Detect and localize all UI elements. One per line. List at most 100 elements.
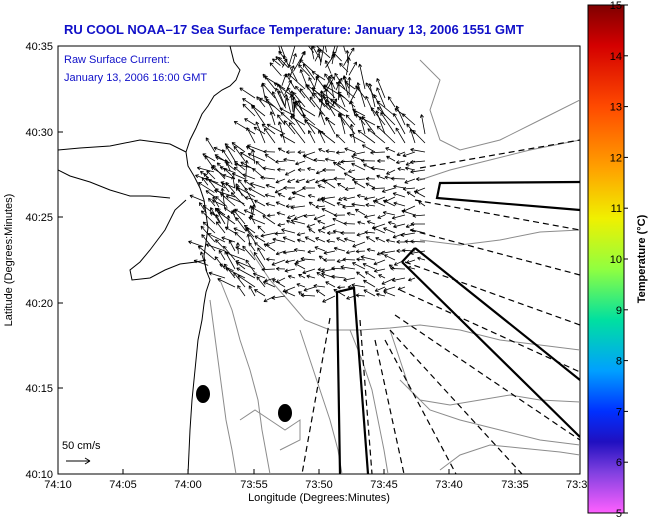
current-vector bbox=[251, 105, 266, 126]
current-vector bbox=[233, 272, 246, 288]
colorbar-tick-label: 8 bbox=[616, 356, 622, 368]
current-vector bbox=[199, 251, 208, 271]
current-vector bbox=[272, 58, 281, 66]
current-vector bbox=[300, 293, 316, 298]
current-vector bbox=[284, 268, 296, 273]
current-vector bbox=[348, 61, 357, 76]
x-tick-label: 73:50 bbox=[305, 479, 333, 491]
current-vector bbox=[360, 158, 376, 163]
current-vector bbox=[221, 236, 236, 243]
current-vector bbox=[343, 75, 350, 89]
current-vector bbox=[343, 221, 356, 226]
current-vector bbox=[247, 144, 266, 153]
current-vector bbox=[216, 208, 224, 215]
current-vector bbox=[233, 121, 256, 135]
current-vector bbox=[380, 112, 396, 135]
current-vector bbox=[253, 251, 266, 270]
current-vector bbox=[347, 285, 356, 290]
current-vector bbox=[316, 48, 322, 63]
current-vector bbox=[368, 83, 376, 108]
current-vector bbox=[263, 149, 276, 154]
coastline bbox=[185, 46, 241, 474]
current-vector bbox=[342, 204, 356, 209]
current-vector bbox=[339, 62, 349, 73]
current-vector bbox=[393, 184, 406, 189]
current-vector bbox=[266, 213, 276, 218]
current-vector bbox=[189, 194, 205, 202]
current-vector bbox=[225, 195, 245, 205]
current-vector bbox=[275, 159, 286, 164]
current-vector bbox=[343, 237, 356, 243]
current-vector bbox=[325, 281, 336, 288]
current-vector bbox=[228, 239, 236, 252]
current-vector bbox=[317, 184, 326, 189]
current-vector bbox=[287, 274, 296, 279]
colorbar-ticks: 15 14 13 12 11 10 9 8 7 6 5 bbox=[610, 0, 628, 519]
colorbar-tick-label: 5 bbox=[616, 508, 622, 519]
current-vector bbox=[326, 231, 336, 236]
current-vector bbox=[287, 214, 296, 219]
current-vector bbox=[300, 256, 316, 261]
current-vector bbox=[233, 166, 245, 177]
current-vector bbox=[254, 242, 266, 252]
colorbar-tick-label: 12 bbox=[610, 152, 622, 164]
current-vector bbox=[261, 123, 276, 135]
current-vector bbox=[410, 160, 426, 165]
current-vector bbox=[264, 193, 276, 198]
current-vector bbox=[333, 246, 346, 252]
current-vector bbox=[406, 259, 416, 264]
current-vector bbox=[307, 194, 316, 198]
current-vector bbox=[233, 145, 246, 162]
current-vector bbox=[197, 245, 216, 261]
current-vector bbox=[299, 88, 316, 108]
current-vector bbox=[261, 82, 276, 99]
current-vector bbox=[255, 121, 266, 144]
current-vector bbox=[364, 271, 376, 279]
current-vector bbox=[281, 73, 288, 86]
current-vector bbox=[317, 220, 326, 225]
current-vector bbox=[353, 181, 366, 189]
current-vector bbox=[202, 204, 216, 216]
current-vector bbox=[245, 227, 255, 238]
current-vector bbox=[308, 201, 316, 207]
current-vector bbox=[311, 74, 320, 97]
current-vector bbox=[297, 100, 306, 120]
current-vector bbox=[313, 214, 326, 221]
current-vector bbox=[313, 46, 331, 59]
current-vector bbox=[275, 87, 286, 108]
current-vector bbox=[292, 101, 298, 118]
x-tick-label: 73:55 bbox=[240, 479, 268, 491]
current-vector bbox=[387, 96, 396, 108]
current-vector bbox=[357, 129, 376, 144]
current-vector bbox=[337, 285, 346, 290]
current-vector bbox=[246, 127, 256, 144]
current-vector bbox=[212, 196, 220, 208]
current-vector bbox=[290, 219, 306, 225]
current-vector bbox=[290, 205, 306, 210]
current-vector bbox=[357, 220, 366, 225]
current-vector bbox=[383, 290, 396, 297]
current-vector bbox=[239, 87, 256, 99]
current-vector bbox=[338, 93, 346, 108]
current-vector bbox=[351, 202, 366, 207]
current-vector bbox=[331, 274, 346, 279]
current-vector bbox=[239, 151, 256, 162]
radar-beams-dashed bbox=[301, 139, 580, 474]
current-vector bbox=[302, 185, 316, 191]
current-vector bbox=[272, 279, 286, 288]
current-vector bbox=[408, 277, 416, 282]
current-vector bbox=[307, 166, 316, 171]
y-tick-label: 40:30 bbox=[25, 127, 53, 139]
current-vector bbox=[219, 166, 236, 174]
current-vector bbox=[355, 293, 366, 298]
current-vector bbox=[251, 203, 256, 215]
current-vector bbox=[373, 259, 386, 266]
current-vector bbox=[396, 151, 406, 157]
current-vector bbox=[314, 246, 326, 252]
current-vector bbox=[344, 186, 356, 192]
current-vector bbox=[313, 158, 326, 163]
current-vector bbox=[243, 209, 256, 216]
current-vector bbox=[271, 259, 286, 266]
current-vector bbox=[416, 177, 426, 182]
current-vector bbox=[201, 234, 216, 252]
